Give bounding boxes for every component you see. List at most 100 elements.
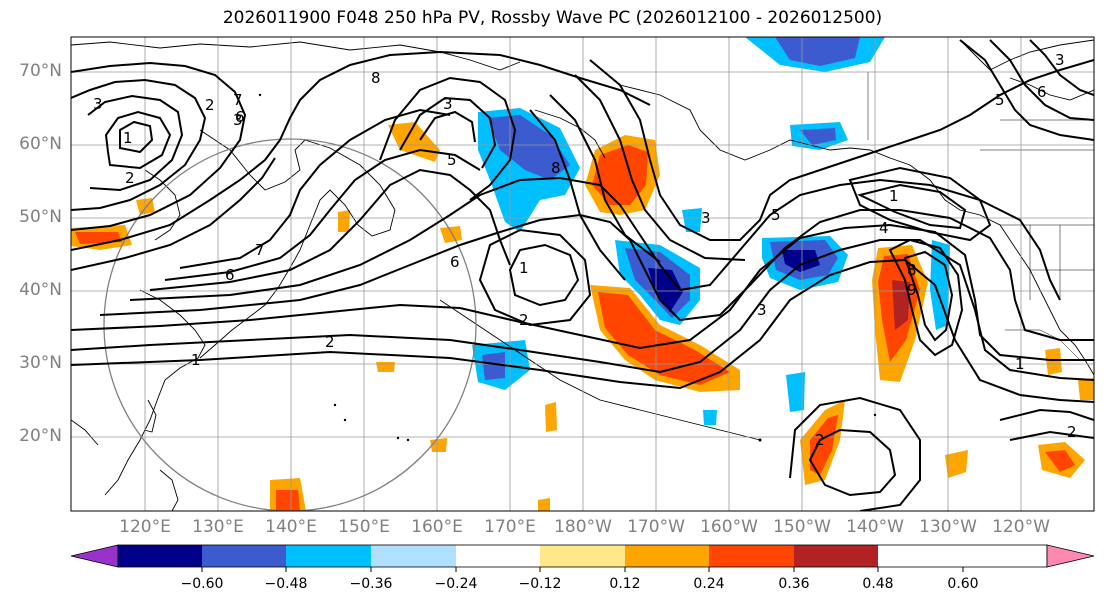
- contour-label: 2: [815, 431, 825, 449]
- longitude-label: 130°E: [192, 517, 244, 537]
- island-dot: [343, 418, 347, 422]
- contour-line: [71, 78, 207, 211]
- colorbar-extend-right: [1046, 544, 1095, 568]
- contour-label: 6: [1037, 83, 1047, 101]
- pv-contours: [71, 39, 1094, 511]
- positive-anomaly-area: [376, 362, 395, 372]
- contour-line: [888, 238, 964, 357]
- contour-line: [419, 110, 476, 143]
- contour-label: 3: [93, 95, 103, 113]
- colorbar-extend-left: [70, 544, 119, 568]
- positive-anomaly-area: [945, 450, 968, 478]
- latitude-label: 50°N: [19, 207, 62, 227]
- colorbar-box: [794, 545, 878, 567]
- contour-line: [549, 94, 661, 263]
- island-dot: [758, 438, 762, 442]
- longitude-label: 150°E: [338, 517, 390, 537]
- positive-anomaly-area: [276, 490, 300, 511]
- contour-line: [379, 76, 517, 201]
- contour-line: [71, 61, 247, 231]
- negative-anomaly-area: [775, 37, 860, 66]
- contour-label: 1: [191, 351, 201, 369]
- contour-label: 3: [1055, 51, 1065, 69]
- contour-label: 1: [123, 129, 133, 147]
- latitude-label: 60°N: [19, 134, 62, 154]
- colorbar-tick-label: −0.48: [264, 576, 308, 592]
- colorbar-tick-label: 0.24: [693, 576, 725, 592]
- coastline: [144, 169, 181, 241]
- map-frame: [70, 36, 1095, 512]
- contour-line: [848, 166, 992, 242]
- colorbar-tick-label: −0.36: [349, 576, 393, 592]
- island-dot: [396, 436, 400, 440]
- contour-label: 2: [125, 169, 135, 187]
- contour-line: [164, 148, 481, 281]
- latitude-label: 30°N: [19, 353, 62, 373]
- longitude-label: 160°W: [700, 517, 758, 537]
- contour-line: [399, 96, 497, 169]
- contour-line: [71, 157, 276, 271]
- contour-label: 6: [225, 266, 235, 284]
- contour-line: [989, 39, 1094, 121]
- coastline: [199, 129, 306, 191]
- contour-label: 7: [233, 91, 243, 109]
- island-dot: [333, 403, 337, 407]
- positive-anomaly-area: [538, 498, 550, 511]
- contour-label: 2: [325, 333, 335, 351]
- contour-label: 2: [519, 311, 529, 329]
- contour-line: [179, 108, 451, 269]
- contour-line: [71, 258, 1094, 403]
- contour-label: 7: [255, 241, 265, 259]
- colorbar-box: [118, 545, 202, 567]
- longitude-label: 140°W: [846, 517, 904, 537]
- figure-title: 2026011900 F048 250 hPa PV, Rossby Wave …: [222, 8, 883, 28]
- contour-label: 8: [371, 69, 381, 87]
- colorbar-tick-label: 0.60: [947, 576, 979, 592]
- island-dots: [258, 93, 877, 442]
- colorbar: [70, 544, 1095, 572]
- contour-line: [478, 228, 592, 327]
- positive-anomaly-area: [545, 402, 557, 432]
- colorbar-tick-label: −0.12: [518, 576, 562, 592]
- coastline: [71, 41, 521, 71]
- contour-line: [87, 94, 184, 192]
- positive-anomaly-area: [810, 415, 838, 475]
- contour-label: 5: [995, 91, 1005, 109]
- contour-label: 6: [450, 253, 460, 271]
- contour-label: 5: [771, 206, 781, 224]
- longitude-label: 130°W: [919, 517, 977, 537]
- island-dot: [258, 93, 262, 97]
- negative-anomaly-area: [786, 372, 805, 412]
- political-borders: [867, 72, 1094, 361]
- contour-label: 3: [757, 301, 767, 319]
- colorbar-box: [540, 545, 625, 567]
- contour-label: 6: [235, 108, 245, 126]
- colorbar-box: [625, 545, 709, 567]
- contour-label: 8: [551, 159, 561, 177]
- contour-label: 1: [519, 259, 529, 277]
- longitude-label: 170°W: [627, 517, 685, 537]
- colorbar-boxes: [117, 544, 1048, 572]
- coastline: [143, 399, 157, 433]
- colorbar-tick-label: −0.60: [180, 576, 224, 592]
- island-dot: [873, 413, 877, 417]
- positive-anomaly-area: [75, 232, 122, 244]
- negative-anomaly-area: [682, 208, 702, 232]
- negative-anomaly-area: [648, 268, 683, 312]
- coastline: [159, 469, 179, 511]
- contour-line: [1009, 430, 1094, 441]
- contour-label: 8: [907, 261, 917, 279]
- contour-line: [71, 50, 651, 251]
- coastline: [299, 139, 396, 251]
- contour-line: [149, 168, 511, 291]
- positive-anomaly-area: [440, 226, 462, 243]
- longitude-label: 140°E: [265, 517, 317, 537]
- longitude-label: 150°W: [773, 517, 831, 537]
- contour-line: [959, 39, 1094, 141]
- colorbar-box: [456, 545, 540, 567]
- colorbar-tick-label: 0.36: [778, 576, 810, 592]
- longitude-label: 180°W: [554, 517, 612, 537]
- contour-line: [999, 408, 1094, 421]
- longitude-label: 170°E: [484, 517, 536, 537]
